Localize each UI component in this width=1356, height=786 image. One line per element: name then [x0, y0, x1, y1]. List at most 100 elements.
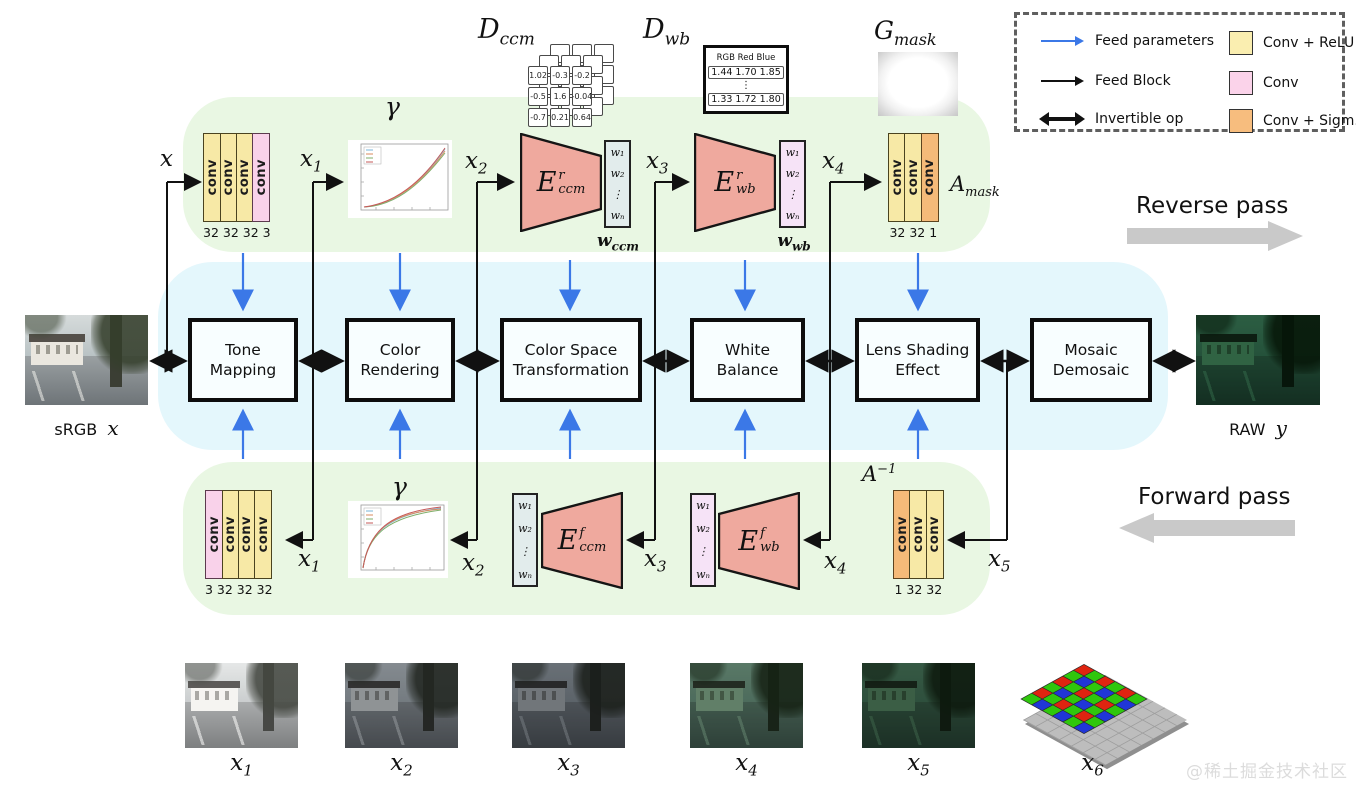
conv-relu-layer: conv: [219, 133, 238, 222]
block-tone-mapping: Tone Mapping: [188, 318, 298, 402]
channel-sizes: 3 32 32 32: [205, 582, 273, 597]
conv-relu-layer: conv: [904, 133, 923, 222]
wb-gain-row: 1.33 1.72 1.80: [708, 93, 784, 106]
gaussian-mask-image: [878, 52, 958, 116]
channel-sizes: 1 32 32: [894, 582, 943, 597]
thumb-label-x6: x6: [1081, 750, 1104, 780]
conv-relu-layer: conv: [909, 490, 928, 579]
thumbnail-x2: [345, 663, 458, 748]
wb-gain-row: 1.44 1.70 1.85: [708, 66, 784, 79]
blue-arrow-icon: [1041, 36, 1084, 46]
reverse-pass-arrow: [1127, 221, 1303, 251]
feed-parameter-arrows: [232, 253, 929, 459]
tap-label-x3-forward: x3: [644, 546, 667, 576]
tap-label-x1: x1: [300, 146, 323, 176]
legend-label: Feed Block: [1095, 73, 1171, 89]
legend-row-feed-block: Feed Block: [1039, 73, 1171, 89]
w-ccm-name: wccm: [597, 231, 639, 254]
forward-pass-label: Forward pass: [1138, 484, 1291, 510]
mask-convstack-reverse: conv conv conv 32 32 1: [888, 133, 939, 240]
feed-block-lines: [166, 173, 1008, 549]
block-mosaic-demosaic: Mosaic Demosaic: [1030, 318, 1152, 402]
thumbnail-x4: [690, 663, 803, 748]
conv-relu-layer: conv: [237, 490, 256, 579]
srgb-image: [25, 315, 148, 405]
reverse-pass-label: Reverse pass: [1136, 193, 1289, 219]
forward-pass-arrow: [1119, 513, 1295, 543]
legend-label: Conv: [1263, 75, 1299, 91]
legend-label: Feed parameters: [1095, 33, 1215, 49]
thumb-label-x2: x2: [390, 750, 413, 780]
conv-relu-layer: conv: [925, 490, 944, 579]
tap-label-x4-forward: x4: [824, 548, 847, 578]
legend-row-invertible-op: Invertible op: [1039, 111, 1183, 127]
ccm-matrix: 1.02 -0.3 -0.2 -0.5 1.6 -0.04 -0.7 0.21 …: [528, 66, 592, 127]
a-inverse-label: A−1: [862, 462, 897, 486]
w-ccm-vector: w₁ w₂ ⋮ wₙ: [604, 140, 631, 228]
tap-label-x4: x4: [822, 148, 845, 178]
dataset-ccm-label: Dccm: [478, 14, 535, 50]
w-wb-vector: w₁ w₂ ⋮ wₙ: [779, 140, 806, 228]
forward-output-convstack: conv conv conv conv 3 32 32 32: [205, 490, 273, 597]
conv-relu-swatch: [1229, 31, 1253, 55]
conv-layer: conv: [252, 133, 271, 222]
block-white-balance: White Balance: [690, 318, 805, 402]
conv-relu-layer: conv: [254, 490, 273, 579]
reverse-input-convstack: conv conv conv conv 32 32 32 3: [203, 133, 271, 240]
legend-box: Feed parameters Feed Block Invertible op…: [1014, 12, 1356, 133]
channel-sizes: 32 32 32 3: [203, 225, 271, 240]
block-color-space-transformation: Color Space Transformation: [500, 318, 642, 402]
wb-dataset-table: RGB Red Blue 1.44 1.70 1.85 ⋮ 1.33 1.72 …: [703, 45, 789, 114]
legend-row-conv: Conv: [1229, 71, 1299, 95]
tap-label-x2: x2: [465, 148, 488, 178]
black-arrow-icon: [1041, 76, 1084, 86]
thumbnail-x3: [512, 663, 625, 748]
legend-label: Conv + Sigm.: [1263, 113, 1356, 129]
channel-sizes: 32 32 1: [889, 225, 938, 240]
gamma-label-forward: γ: [392, 472, 407, 501]
thumbnail-x1: [185, 663, 298, 748]
legend-row-conv-relu: Conv + ReLU: [1229, 31, 1354, 55]
raw-image: [1196, 315, 1320, 405]
legend-label: Invertible op: [1095, 111, 1184, 127]
encoder-wb-forward: E f wb: [718, 492, 800, 590]
w-ccm-vector-forward: w₁ w₂ ⋮ wₙ: [512, 493, 538, 587]
conv-sigm-swatch: [1229, 109, 1253, 133]
conv-relu-layer: conv: [235, 133, 254, 222]
tap-label-x3: x3: [646, 148, 669, 178]
conv-relu-layer: conv: [888, 133, 906, 222]
block-color-rendering: Color Rendering: [345, 318, 455, 402]
gamma-curve-plot-forward: [348, 501, 448, 578]
block-lens-shading-effect: Lens Shading Effect: [855, 318, 980, 402]
w-wb-vector-forward: w₁ w₂ ⋮ wₙ: [690, 493, 716, 587]
encoder-ccm-forward: E f ccm: [541, 492, 623, 589]
watermark: @稀土掘金技术社区: [1186, 762, 1348, 782]
conv-swatch: [1229, 71, 1253, 95]
thumb-label-x3: x3: [557, 750, 580, 780]
thumb-label-x4: x4: [735, 750, 758, 780]
thumbnail-x5: [862, 663, 975, 748]
w-wb-name: wwb: [777, 231, 811, 254]
tap-label-x2-forward: x2: [462, 550, 485, 580]
gamma-label: γ: [385, 92, 400, 121]
conv-layer: conv: [205, 490, 224, 579]
conv-sigm-layer: conv: [893, 490, 911, 579]
bayer-mosaic-x6: [1020, 660, 1190, 770]
tap-label-x: x: [160, 146, 173, 172]
legend-row-feed-parameters: Feed parameters: [1039, 33, 1214, 49]
thumb-label-x1: x1: [230, 750, 253, 780]
legend-label: Conv + ReLU: [1263, 35, 1355, 51]
encoder-wb-reverse: E r wb: [694, 133, 776, 232]
conv-relu-layer: conv: [203, 133, 222, 222]
double-arrow-icon: [1039, 112, 1085, 126]
tap-label-x5-forward: x5: [988, 546, 1011, 576]
legend-row-conv-sigm: Conv + Sigm.: [1229, 109, 1356, 133]
conv-sigm-layer: conv: [920, 133, 939, 222]
thumb-label-x5: x5: [907, 750, 930, 780]
ellipsis: ⋮: [741, 80, 751, 91]
a-mask-label: Amask: [950, 172, 1000, 201]
raw-caption: RAW y: [1229, 416, 1287, 440]
encoder-ccm-reverse: E r ccm: [520, 133, 602, 232]
mask-convstack-forward: conv conv conv 1 32 32: [893, 490, 944, 597]
